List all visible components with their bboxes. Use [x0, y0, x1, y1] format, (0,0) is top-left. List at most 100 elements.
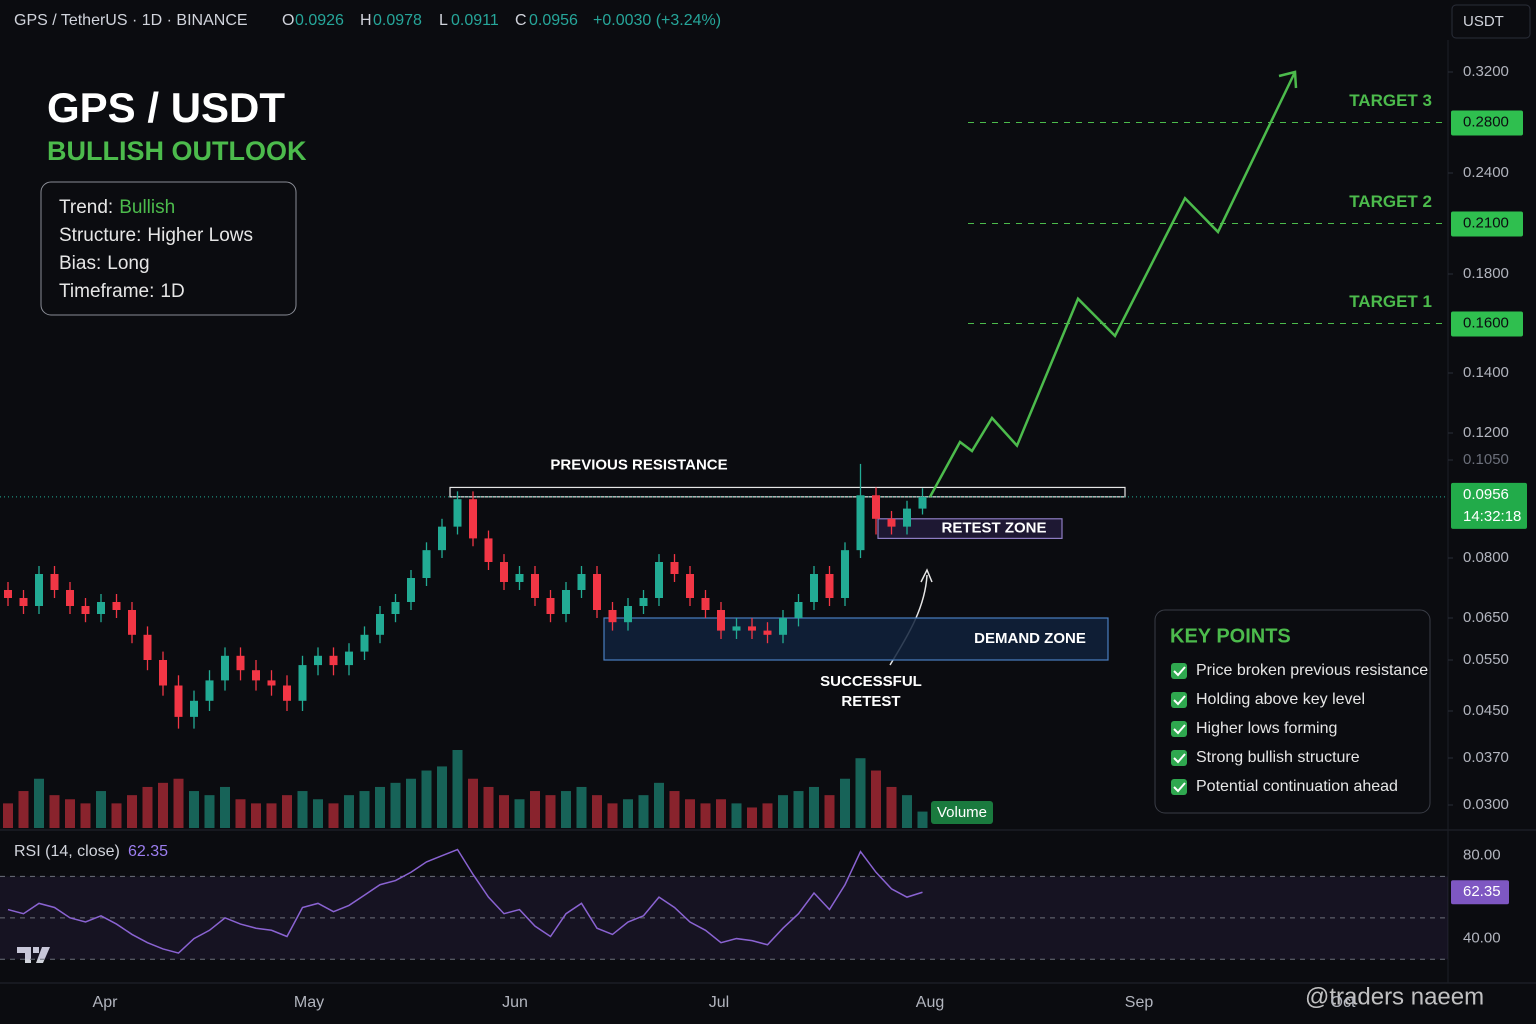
candle-body	[50, 574, 59, 590]
key-point: Potential continuation ahead	[1196, 778, 1398, 795]
zone-label: DEMAND ZONE	[974, 630, 1086, 647]
retest-arrowhead	[920, 568, 933, 583]
ohlc-label: L	[439, 12, 448, 29]
zone	[877, 518, 1063, 539]
ohlc-value: 0.0911	[451, 12, 499, 29]
rsi-tick-label: 80.00	[1463, 847, 1501, 864]
y-tick-label: 0.1200	[1463, 424, 1509, 441]
candle-body	[143, 634, 152, 660]
candle-body	[918, 496, 927, 509]
y-tick-label: 0.1050	[1463, 451, 1509, 468]
volume-bar	[158, 782, 168, 828]
candle-body	[484, 538, 493, 562]
target-badge	[1451, 110, 1523, 136]
volume-bar	[824, 795, 835, 828]
volume-bar	[65, 799, 75, 828]
volume-bar	[623, 799, 633, 828]
candle-body	[19, 598, 28, 606]
y-tick-label: 0.3200	[1463, 63, 1509, 80]
volume-bar	[793, 791, 804, 828]
projection	[928, 71, 1297, 498]
candle-body	[252, 670, 260, 681]
y-tick-label: 0.1400	[1463, 364, 1509, 381]
volume-bar	[173, 778, 184, 828]
target-price: 0.1600	[1463, 314, 1509, 331]
volume-bar	[220, 786, 230, 828]
overlay-subtitle: BULLISH OUTLOOK	[47, 136, 307, 166]
candle-body	[407, 578, 415, 602]
volume-bar	[778, 795, 788, 828]
ohlc-value: 0.0926	[295, 12, 344, 29]
volume-bar	[468, 778, 478, 828]
target-name: TARGET 3	[1349, 91, 1432, 110]
volume-bar	[375, 786, 385, 828]
volume-bar	[762, 803, 773, 828]
candle-body	[593, 574, 601, 610]
candle-body	[97, 602, 105, 614]
candle-body	[903, 508, 911, 527]
candle-body	[608, 610, 617, 623]
annotation: RETEST	[841, 693, 900, 710]
volume-bar	[297, 791, 308, 828]
candle-body	[35, 574, 43, 606]
candle-body	[422, 550, 431, 578]
volume-bar	[251, 803, 261, 828]
candle-body	[546, 598, 555, 614]
volume-bar	[344, 795, 354, 828]
volume-bar	[390, 782, 401, 828]
volume-bar	[731, 803, 742, 828]
candle-body	[298, 665, 307, 701]
rsi-tick-label: 40.00	[1463, 930, 1501, 947]
volume-bar	[189, 791, 199, 828]
info-label: Trend:	[59, 197, 113, 218]
volume-bar	[483, 786, 494, 828]
currency-box[interactable]	[1451, 4, 1531, 39]
check-icon	[1171, 750, 1187, 766]
projection-arrowhead	[1278, 70, 1298, 89]
info-box	[40, 181, 297, 316]
candle-body	[577, 574, 586, 590]
annotation: SUCCESSFUL	[820, 673, 922, 690]
volume-bar	[499, 795, 509, 828]
volume-bar	[840, 778, 850, 828]
check-mark	[1173, 666, 1186, 677]
info-label: Bias:	[59, 253, 101, 274]
candle-body	[686, 574, 694, 598]
ohlc-label: H	[360, 12, 372, 29]
candle-body	[748, 626, 756, 631]
candle-body	[763, 630, 772, 635]
volume-bar	[328, 803, 339, 828]
volume-bar	[282, 795, 292, 828]
volume-tag	[931, 801, 993, 824]
volume-bar	[561, 791, 571, 828]
ohlc-value: 0.0956	[529, 12, 578, 29]
candle-body	[825, 574, 834, 598]
currency[interactable]: USDT	[1463, 13, 1504, 30]
volume-bar	[669, 791, 680, 828]
volume-bar	[747, 807, 757, 828]
info-label: Timeframe:	[59, 281, 154, 302]
check-mark	[1173, 724, 1186, 735]
x-tick-label: Sep	[1125, 994, 1154, 1011]
volume-bar	[514, 799, 525, 828]
candle-body	[159, 660, 167, 686]
change: +0.0030 (+3.24%)	[593, 12, 721, 29]
candle-body	[314, 655, 322, 666]
volume-bar	[576, 786, 587, 828]
candle-body	[701, 598, 710, 610]
candle-body	[4, 590, 12, 598]
check-mark	[1173, 695, 1186, 706]
candle-body	[794, 602, 803, 618]
info-label: Structure:	[59, 225, 141, 246]
candle-body	[236, 655, 245, 671]
candle-body	[360, 634, 369, 652]
volume-bar	[902, 795, 912, 828]
ohlc-label: O	[282, 12, 294, 29]
target-badge	[1451, 211, 1523, 237]
volume-bar	[80, 803, 91, 828]
candle-body	[810, 574, 818, 602]
candle-body	[779, 618, 787, 635]
volume-bar	[421, 770, 432, 828]
key-point: Price broken previous resistance	[1196, 662, 1428, 679]
